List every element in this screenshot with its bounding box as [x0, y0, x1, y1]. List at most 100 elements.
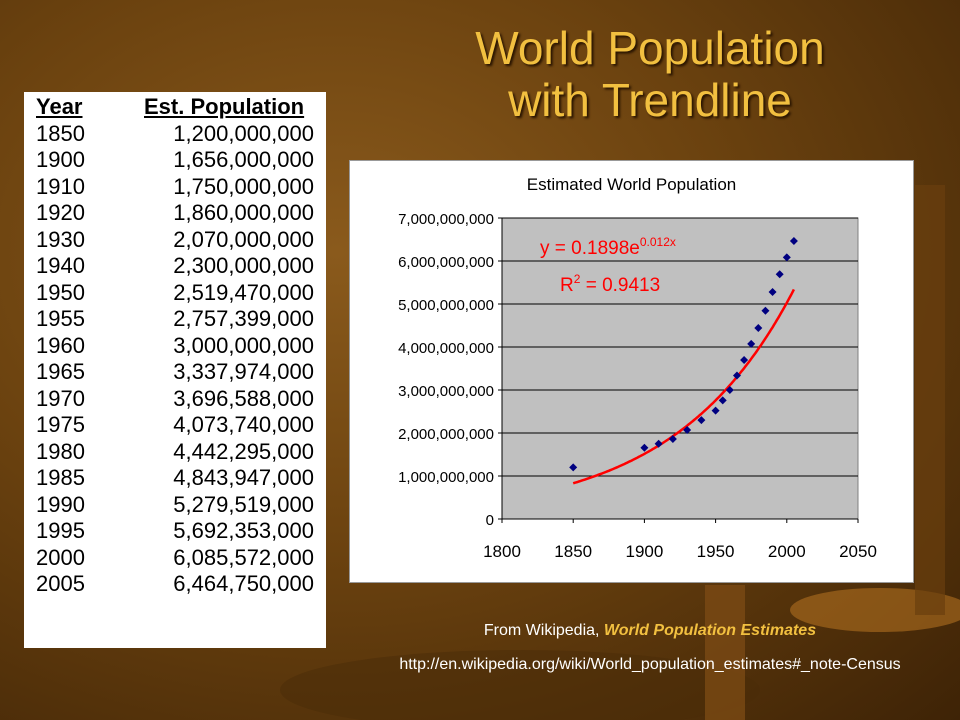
population-cell: 6,085,572,000: [173, 544, 314, 570]
year-cell: 1955: [36, 306, 85, 331]
table-row: 1940 2,300,000,000: [32, 253, 314, 280]
table-row: 1850 1,200,000,000: [32, 121, 314, 148]
year-cell: 1980: [36, 438, 85, 464]
year-cell: 1950: [36, 279, 85, 305]
y-tick-label: 5,000,000,000: [398, 297, 494, 314]
r2-value: = 0.9413: [580, 275, 660, 296]
trendline-equation: y = 0.1898e0.012x: [540, 235, 676, 259]
data-point: [740, 356, 749, 365]
data-point: [654, 439, 663, 448]
chart-title: Estimated World Population: [526, 175, 737, 194]
year-cell: 1970: [36, 385, 85, 411]
year-cell: 1930: [36, 226, 85, 252]
caption-prefix: From Wikipedia,: [483, 622, 604, 639]
x-tick-label: 2000: [768, 542, 806, 561]
data-point: [718, 396, 727, 405]
year-cell: 1990: [36, 491, 85, 517]
year-cell: 2000: [36, 544, 85, 570]
table-row: 1970 3,696,588,000: [32, 386, 314, 413]
y-tick-label: 4,000,000,000: [398, 340, 494, 357]
population-cell: 1,200,000,000: [173, 120, 314, 146]
data-point: [668, 435, 677, 444]
data-point: [569, 463, 578, 472]
population-cell: 2,519,470,000: [173, 279, 314, 305]
population-cell: 2,070,000,000: [173, 226, 314, 252]
population-cell: 1,656,000,000: [173, 147, 314, 172]
r2-letter: R: [560, 275, 574, 296]
r-squared-label: R2 = 0.9413: [560, 272, 660, 296]
y-tick-label: 0: [486, 512, 494, 529]
year-cell: 1900: [36, 147, 85, 172]
table-row: 1995 5,692,353,000: [32, 518, 314, 545]
x-tick-label: 1850: [554, 542, 592, 561]
data-point: [725, 386, 734, 394]
header-population: Est. Population: [144, 94, 305, 119]
plot-area: [501, 217, 859, 520]
year-cell: 1975: [36, 412, 85, 437]
population-cell: 2,757,399,000: [173, 306, 314, 331]
year-cell: 1960: [36, 332, 85, 358]
year-cell: 1995: [36, 518, 85, 543]
table-row: 1965 3,337,974,000: [32, 359, 314, 386]
table-row: 1900 1,656,000,000: [32, 147, 314, 174]
table-row: 1920 1,860,000,000: [32, 200, 314, 227]
equation-main: y = 0.1898e: [540, 238, 640, 259]
r2-superscript: 2: [574, 272, 581, 286]
data-point: [711, 406, 720, 415]
y-tick-label: 2,000,000,000: [398, 426, 494, 443]
x-tick-label: 1950: [697, 542, 735, 561]
y-tick-label: 7,000,000,000: [398, 211, 494, 228]
data-point: [761, 306, 770, 315]
table-row: 1990 5,279,519,000: [32, 492, 314, 519]
table-row: 1975 4,073,740,000: [32, 412, 314, 439]
population-table-panel: Year Est. Population 1850 1,200,000,000 19…: [24, 92, 326, 648]
data-point: [747, 339, 756, 348]
trendline: [572, 288, 796, 485]
data-point: [697, 416, 706, 425]
table-row: 1910 1,750,000,000: [32, 174, 314, 201]
table-header-row: Year Est. Population: [32, 94, 314, 121]
population-cell: 1,750,000,000: [173, 173, 314, 199]
population-cell: 4,843,947,000: [173, 465, 314, 490]
table-row: 1955 2,757,399,000: [32, 306, 314, 333]
x-tick-label: 1900: [625, 542, 663, 561]
table-row: 2000 6,085,572,000: [32, 545, 314, 572]
equation-exponent: 0.012x: [640, 235, 676, 249]
data-point: [732, 371, 741, 380]
year-cell: 1910: [36, 173, 85, 199]
data-point: [683, 425, 692, 434]
y-tick-label: 6,000,000,000: [398, 254, 494, 271]
table-row: 1950 2,519,470,000: [32, 280, 314, 307]
source-url: http://en.wikipedia.org/wiki/World_popul…: [399, 656, 901, 673]
data-point: [768, 287, 777, 296]
population-cell: 2,300,000,000: [173, 253, 314, 278]
source-caption: From Wikipedia, World Population Estimat…: [340, 622, 960, 640]
table-row: 1985 4,843,947,000: [32, 465, 314, 492]
chart-panel: Estimated World Population 0 1,000,000,00…: [349, 160, 914, 583]
table-row: 2005 6,464,750,000: [32, 571, 314, 598]
population-cell: 5,279,519,000: [173, 491, 314, 517]
data-point: [775, 270, 784, 279]
header-year: Year: [36, 94, 83, 119]
population-cell: 3,000,000,000: [173, 332, 314, 358]
data-point: [782, 253, 791, 262]
slide-title: World Population with Trendline: [340, 22, 960, 126]
table-body: 1850 1,200,000,000 1900 1,656,000,000 1910 1,…: [32, 121, 314, 598]
population-cell: 6,464,750,000: [173, 571, 314, 596]
y-tick-label: 1,000,000,000: [398, 469, 494, 486]
scatter-chart: 0 1,000,000,000 2,000,000,000 3,000,000,000…: [398, 211, 877, 561]
year-cell: 1940: [36, 253, 85, 278]
year-cell: 2005: [36, 571, 85, 596]
table-row: 1930 2,070,000,000: [32, 227, 314, 254]
y-tick-label: 3,000,000,000: [398, 383, 494, 400]
year-cell: 1920: [36, 200, 85, 225]
slide-title-line2: with Trendline: [508, 74, 792, 126]
x-tick-label: 1800: [483, 542, 521, 561]
table-row: 1980 4,442,295,000: [32, 439, 314, 466]
population-cell: 3,337,974,000: [173, 359, 314, 384]
table-row: 1960 3,000,000,000: [32, 333, 314, 360]
year-cell: 1985: [36, 465, 85, 490]
year-cell: 1965: [36, 359, 85, 384]
slide-title-line1: World Population: [475, 22, 825, 74]
